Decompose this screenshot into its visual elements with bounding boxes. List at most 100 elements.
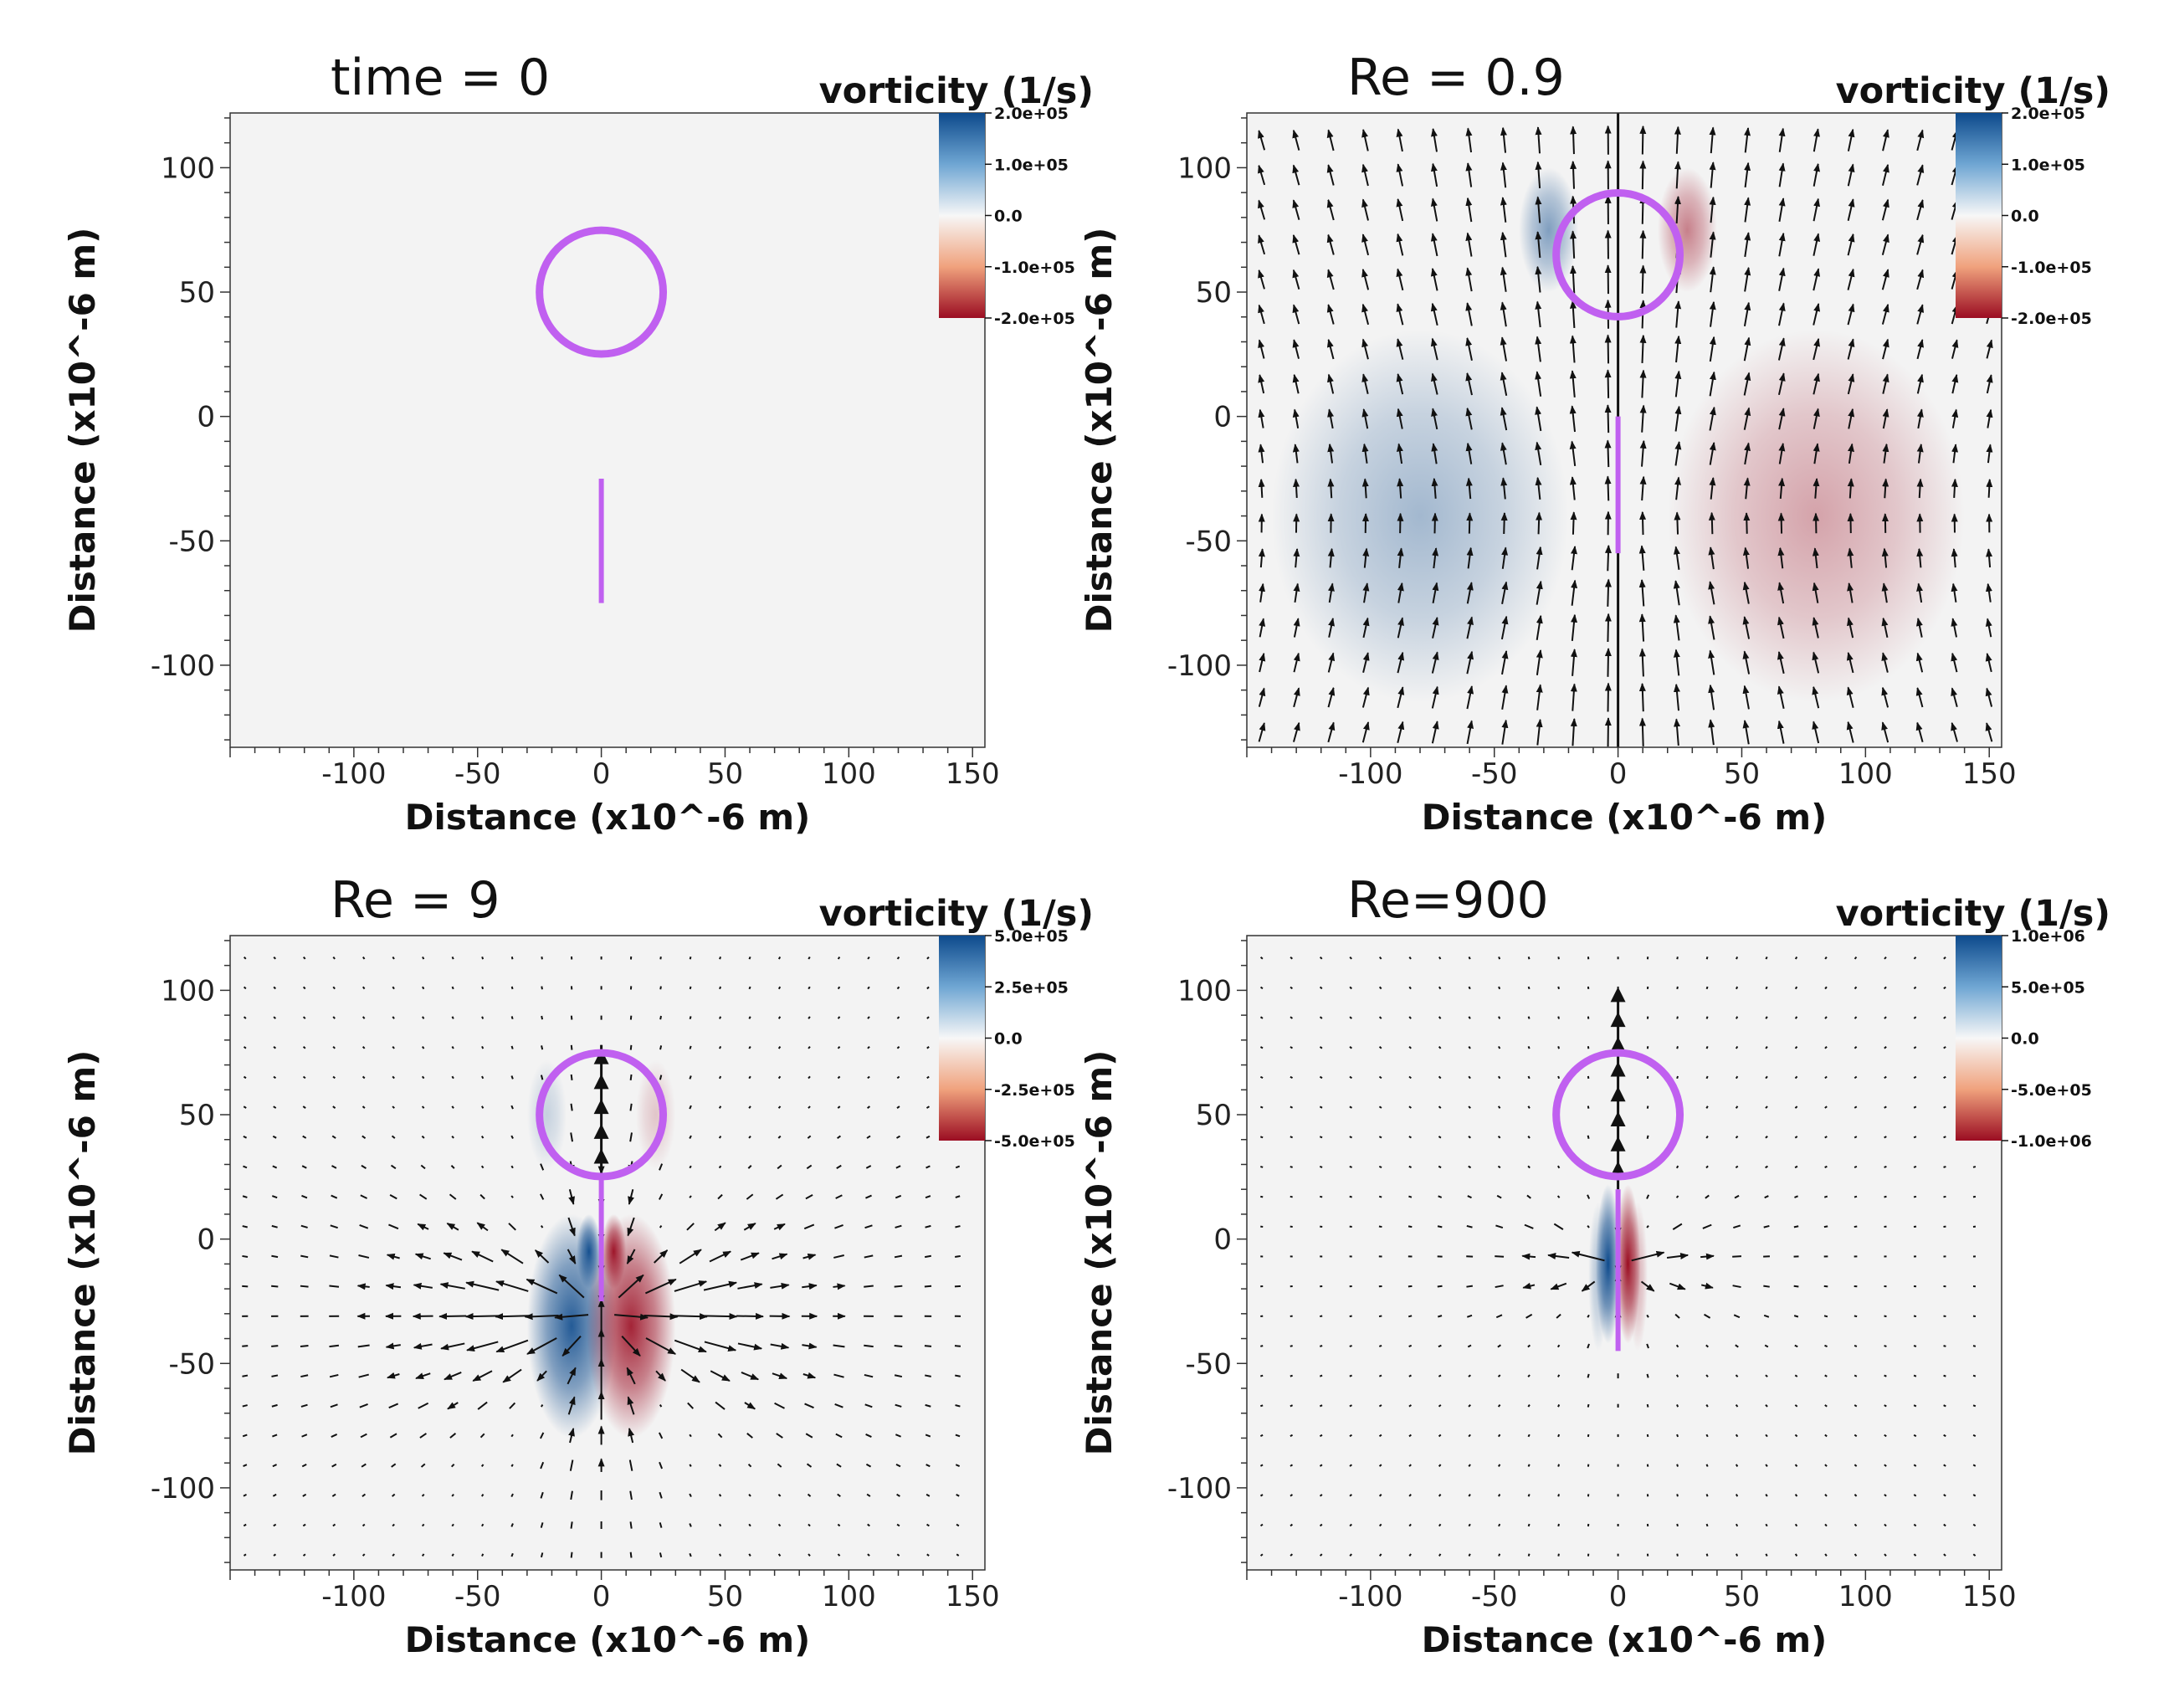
vector-arrow [736, 1312, 765, 1320]
vector-arrow [1361, 686, 1370, 708]
vector-arrow [476, 1222, 489, 1232]
vector-arrow [802, 1372, 817, 1379]
panel-1: -100 -50 0 50 100 150 100 50 0 -50 -100 Distance (x… [62, 49, 1094, 838]
vector-arrow [1986, 444, 1993, 464]
vector-arrow [1733, 1224, 1741, 1229]
x-tick-label: -50 [1471, 757, 1518, 791]
vector-arrow [1397, 547, 1404, 568]
vector-arrow [805, 1433, 813, 1439]
vector-arrow [1604, 613, 1612, 642]
vector-arrow [1881, 617, 1889, 639]
vector-arrow [1943, 1136, 1946, 1139]
vector-arrow [271, 1224, 278, 1228]
vector-arrow [1408, 956, 1412, 960]
vector-arrow [447, 1402, 459, 1410]
vector-arrow [1527, 1105, 1531, 1109]
vector-arrow [1884, 1494, 1887, 1497]
vector-arrow [926, 986, 930, 990]
vector-arrow [1915, 652, 1924, 673]
vector-arrow [772, 1253, 788, 1260]
vector-arrow [561, 1336, 582, 1357]
vector-arrow [1777, 616, 1785, 639]
vector-arrow [1396, 303, 1404, 326]
vector-arrow [1674, 195, 1681, 223]
vector-arrow [451, 1553, 454, 1557]
vector-arrow [392, 1045, 395, 1049]
vector-arrow [1813, 337, 1820, 361]
vector-arrow [1794, 956, 1798, 960]
vector-arrow [689, 1016, 692, 1020]
vector-arrow [1943, 1434, 1946, 1438]
vector-arrow [1951, 582, 1958, 603]
vector-arrow [895, 1194, 902, 1199]
vector-arrow [1496, 1194, 1502, 1199]
vector-arrow [1437, 1285, 1443, 1288]
vector-arrow [896, 1046, 900, 1049]
vector-arrow [1985, 722, 1993, 742]
vector-arrow [540, 1193, 545, 1200]
vector-arrow [1943, 956, 1946, 960]
vector-arrow [1468, 1165, 1472, 1169]
vector-arrow [1846, 721, 1854, 743]
vector-arrow [1557, 1075, 1561, 1080]
vector-arrow [1742, 650, 1751, 674]
vector-arrow [1674, 126, 1681, 154]
vector-arrow [837, 1075, 841, 1080]
vector-arrow [1847, 268, 1855, 290]
vector-arrow [1535, 196, 1542, 223]
vector-arrow [421, 1523, 425, 1527]
vector-arrow [955, 1374, 961, 1377]
vector-arrow [743, 1222, 756, 1231]
vector-arrow [1557, 1553, 1560, 1557]
vector-arrow [777, 1494, 782, 1497]
vector-arrow [413, 1342, 433, 1350]
colorbar-tick-label: 5.0e+05 [2011, 978, 2085, 997]
vector-arrow [272, 1493, 277, 1497]
vector-arrow [1777, 372, 1786, 396]
vector-arrow [1764, 1344, 1769, 1348]
vector-arrow [1536, 546, 1543, 570]
vector-arrow [1361, 198, 1369, 221]
vector-arrow [1705, 1404, 1709, 1408]
vector-arrow [837, 956, 841, 960]
vector-arrow [1794, 1105, 1798, 1109]
vector-arrow [895, 1165, 901, 1169]
vector-arrow [659, 1075, 663, 1080]
vector-arrow [1705, 1434, 1709, 1438]
vector-arrow [1527, 1553, 1531, 1557]
vector-arrow [502, 1368, 522, 1383]
vector-arrow [1587, 1403, 1590, 1408]
vector-arrow [717, 1433, 723, 1439]
vector-arrow [419, 1433, 427, 1439]
vector-arrow [1794, 1523, 1798, 1527]
vector-arrow [540, 1491, 544, 1499]
vector-arrow [1557, 1404, 1561, 1408]
vector-arrow [777, 1164, 782, 1170]
vector-arrow [1258, 234, 1266, 255]
vector-arrow [1535, 336, 1542, 362]
vector-arrow [1500, 372, 1508, 397]
vector-arrow [1735, 1135, 1739, 1139]
vector-arrow [956, 1494, 960, 1497]
vector-arrow [1465, 337, 1473, 361]
vector-arrow [242, 1434, 248, 1438]
plot-frame [229, 935, 986, 1571]
vector-arrow [1498, 1045, 1501, 1049]
vector-arrow [500, 1249, 524, 1264]
vector-arrow [1794, 1553, 1798, 1557]
vector-arrow [1672, 1223, 1683, 1230]
colorbar-tick-label: -2.0e+05 [994, 310, 1075, 328]
vector-arrow [614, 1313, 649, 1321]
vector-arrow [1735, 1464, 1739, 1467]
vector-arrow [1742, 546, 1750, 569]
vector-arrow [1498, 1016, 1501, 1019]
vector-arrow [243, 1494, 247, 1497]
vector-arrow [629, 1044, 633, 1050]
vector-arrow [1292, 339, 1300, 359]
vector-arrow [1824, 1494, 1828, 1497]
vector-arrow [835, 1433, 843, 1439]
vector-arrow [392, 1493, 396, 1497]
vector-arrow [1744, 266, 1751, 292]
vector-arrow [541, 956, 543, 960]
vector-arrow [1557, 1464, 1561, 1467]
